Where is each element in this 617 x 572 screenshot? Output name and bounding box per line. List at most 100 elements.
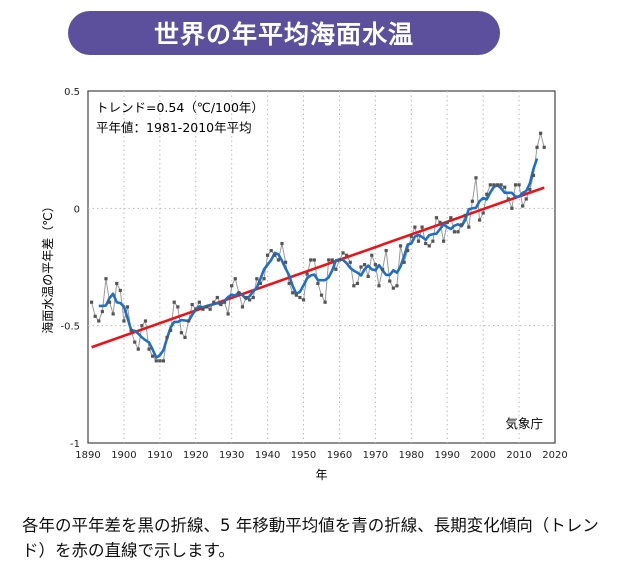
annual-point [258,281,263,286]
annual-point [370,253,374,257]
annual-point [133,340,137,344]
annual-point [301,298,306,302]
annual-point [111,312,115,316]
annual-point [190,302,194,307]
annual-point [398,244,403,248]
x-tick-label: 1990 [435,450,460,461]
y-tick-label: -0.5 [60,322,80,333]
annual-point [452,230,457,234]
annual-point [531,173,536,178]
annual-point [524,197,528,201]
annual-point [291,291,295,295]
annual-point [151,354,155,358]
annual-point [445,220,449,225]
annual-point [488,183,492,187]
annual-point [517,183,521,187]
annual-point [305,272,309,276]
annual-point [186,319,191,323]
annual-point [348,260,352,264]
annual-point [100,309,104,314]
annual-point [402,260,406,264]
annual-point [201,307,205,311]
annual-point [240,305,245,309]
annual-point [506,197,510,201]
annual-point [513,183,518,187]
annual-point [287,281,291,286]
annual-point [262,277,266,281]
annual-point [352,284,356,288]
annual-point [416,239,421,243]
annual-point [312,258,316,262]
x-tick-label: 1940 [255,450,280,461]
annual-point [366,274,370,278]
annual-point [226,312,230,316]
annual-point [208,307,212,311]
annual-point [204,305,209,309]
annual-point [316,281,320,286]
trend-annotation: トレンド=0.54（℃/100年） [96,100,264,115]
annual-point [197,300,201,304]
x-tick-label: 1920 [183,450,208,461]
annual-point [521,204,525,208]
y-tick-label: 0 [74,204,80,215]
moving-average-line [98,158,539,359]
annual-point [413,225,417,229]
y-tick-label: -1 [70,439,80,450]
annual-point [244,295,248,300]
annual-point [323,300,327,304]
annual-point [158,359,162,363]
annual-point [337,258,342,262]
annual-point [309,258,313,262]
y-axis-label: 海面水温の平年差（℃） [40,200,55,333]
annual-point [115,281,119,286]
x-tick-label: 2000 [470,450,495,461]
sst-chart: 1890 1900 1910 1920 1930 1940 1950 1960 1970 1980… [40,87,568,482]
annual-point [510,206,514,210]
annual-point [442,239,446,243]
annual-point [477,218,482,222]
trend-line [91,186,545,349]
annual-point [373,263,377,267]
annual-point [93,314,97,318]
annual-point [327,258,331,262]
annual-point [449,216,453,220]
annual-point [255,277,259,281]
annual-point [384,248,388,253]
x-tick-label: 1890 [75,450,100,461]
annual-point [539,131,543,135]
y-tick-label: 0.5 [64,87,80,98]
annual-point [485,192,489,196]
annual-point [470,199,474,203]
annual-point [194,307,198,311]
annual-point [248,298,252,302]
annual-point [154,359,158,363]
annual-point [492,183,496,187]
annual-point [169,328,173,332]
annual-point [89,300,94,304]
annual-point [409,234,413,239]
annual-point [118,288,122,293]
annual-point [467,225,471,229]
annual-point [427,244,431,248]
annual-point [212,300,216,304]
annual-point [406,248,410,253]
annual-point [280,241,284,246]
annual-point [237,291,241,295]
annual-point [377,284,381,288]
annual-point [460,223,464,227]
x-tick-label: 2010 [506,450,531,461]
normal-annotation: 平年値：1981-2010年平均 [96,120,252,135]
annual-point [283,260,288,264]
annual-point [179,331,183,335]
annual-point [499,183,503,187]
annual-point [319,293,324,297]
source-label: 気象庁 [505,416,543,431]
annual-point [222,300,227,304]
annual-point [431,239,435,243]
annual-point [434,216,439,220]
annual-point [456,230,460,234]
annual-point [183,335,187,339]
annual-point [273,253,277,257]
annual-point [140,324,144,328]
annual-point [481,211,485,215]
